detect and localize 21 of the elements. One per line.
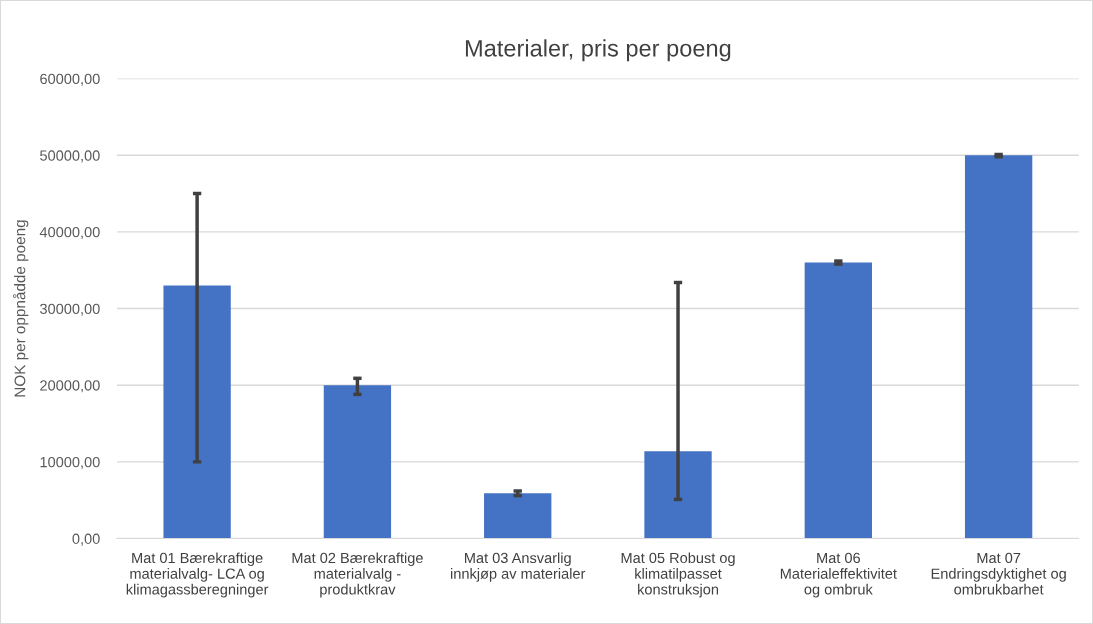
y-tick-label: 50000,00 [40, 150, 100, 163]
y-tick-label: 30000,00 [40, 303, 100, 316]
bar [484, 493, 552, 539]
chart-title: Materialer, pris per poeng [465, 39, 731, 62]
x-tick-label: Mat 02 Bærekraftige materialvalg - produktkrav [292, 552, 423, 598]
bar [644, 451, 712, 539]
bar [163, 285, 231, 539]
y-tick-label: 10000,00 [40, 456, 100, 470]
x-tick-label: Mat 06 Materialeffektivitet og ombruk [780, 552, 897, 598]
y-tick-label: 60000,00 [40, 73, 100, 86]
bar [804, 262, 872, 539]
bar [964, 155, 1033, 539]
y-tick-label: 40000,00 [39, 227, 100, 240]
y-axis-title: NOK per oppnådde poeng [12, 220, 29, 397]
y-tick-label: 20000,00 [40, 380, 100, 393]
x-tick-label: Mat 03 Ansvarlig innkjøp av materialer [451, 552, 586, 582]
bar [323, 385, 392, 539]
x-tick-label: Mat 01 Bærekraftige materialvalg- LCA og klimagassberegninger [126, 552, 269, 598]
y-tick-label: 0,00 [72, 533, 100, 546]
x-tick-label: Mat 05 Robust og klimatilpasset konstruksjon [621, 552, 735, 598]
x-tick-label: Mat 07 Endringsdyktighet og ombrukbarhet [931, 552, 1066, 595]
